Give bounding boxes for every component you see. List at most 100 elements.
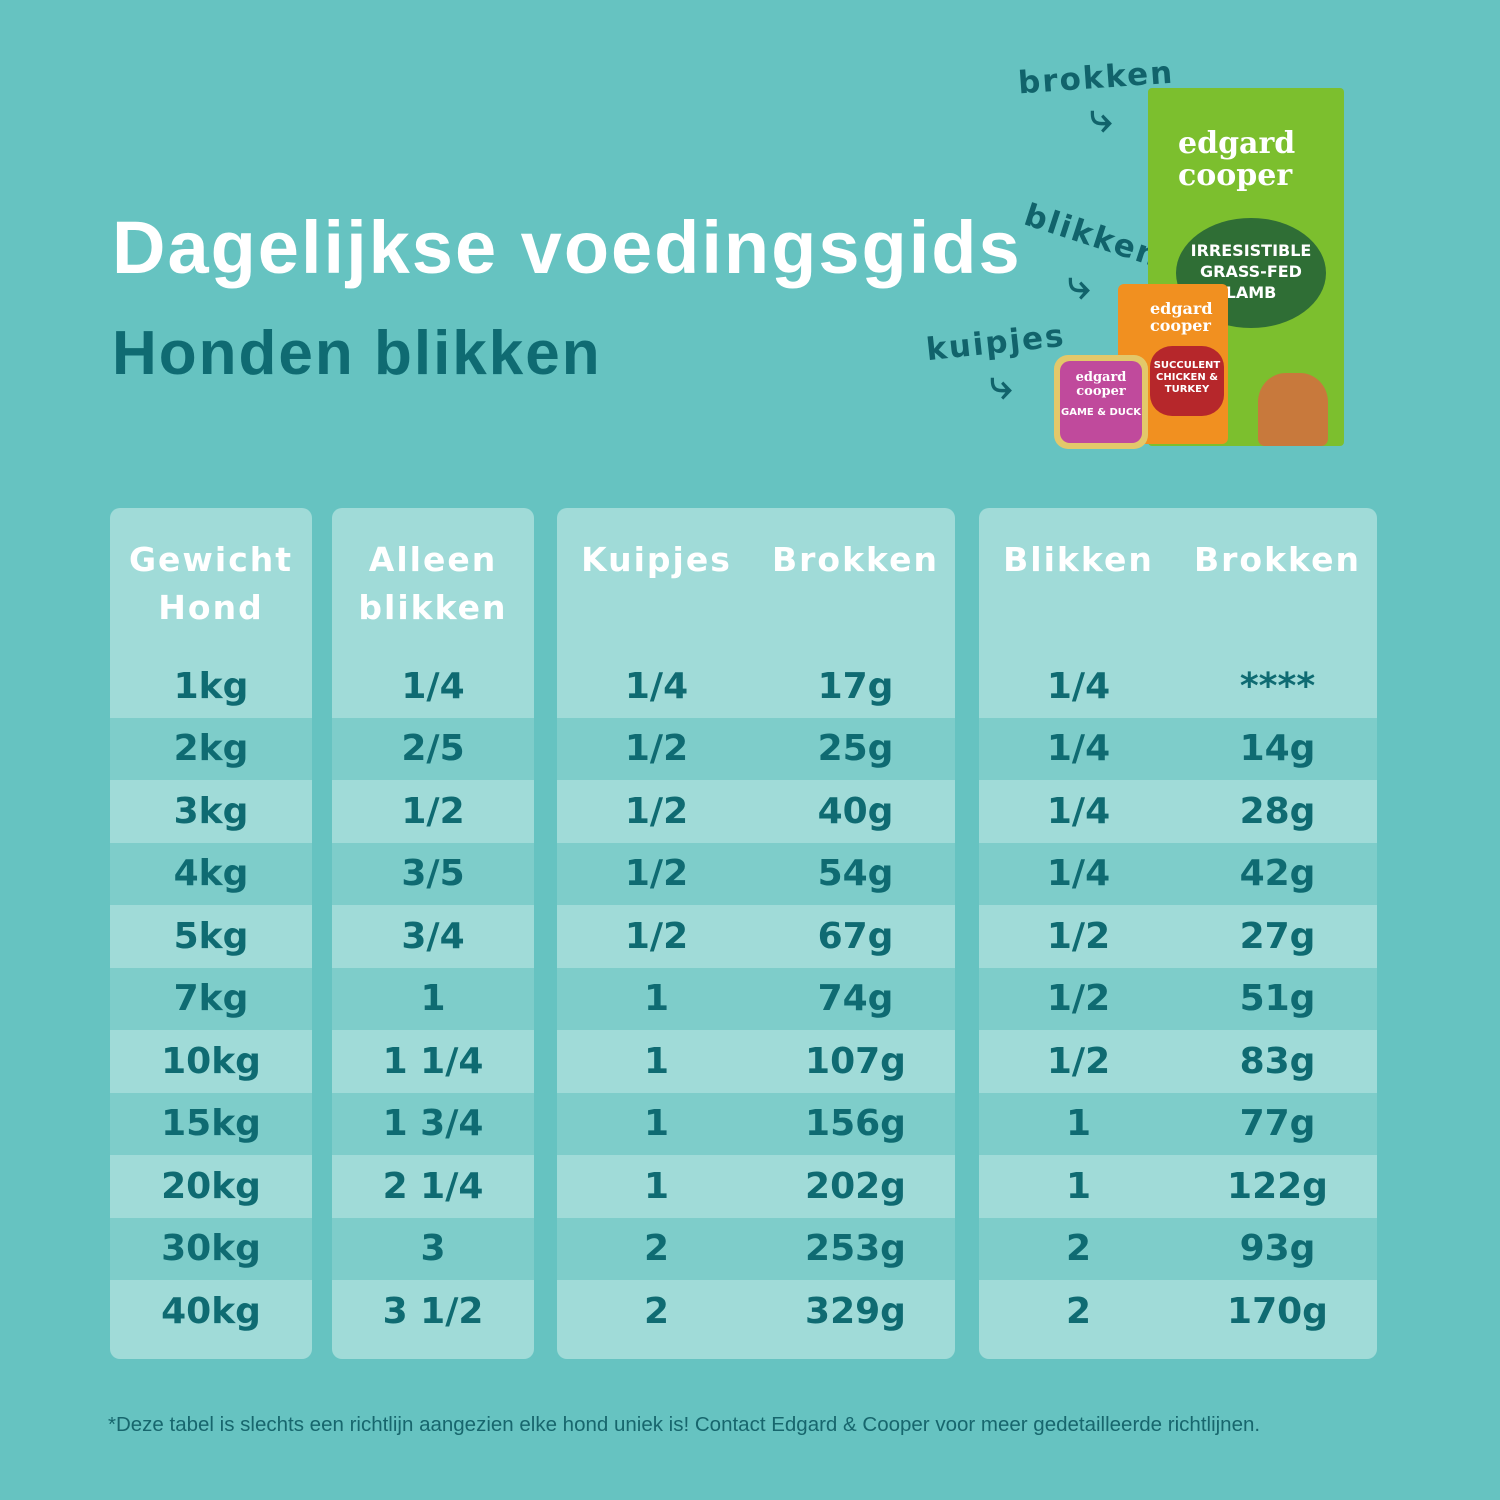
table-row: 30kg: [110, 1217, 312, 1280]
table-cell: 2/5: [401, 728, 465, 770]
table-cell: 3/5: [401, 853, 465, 895]
table-row: 1 74g: [557, 967, 955, 1030]
table-row: 1/2 25g: [557, 717, 955, 780]
table-row: 1/4: [332, 655, 534, 718]
table-cell: 1/4: [1046, 665, 1111, 707]
table-cell: 20kg: [161, 1165, 261, 1207]
table-cell: 30kg: [161, 1228, 261, 1270]
table-row: 3/5: [332, 842, 534, 905]
table-row: 1 77g: [979, 1092, 1377, 1155]
card-only-cans: Alleen blikken 1/4 2/5 1/2 3/5 3/4 1 1 1/4 1 3/4…: [332, 508, 534, 1359]
table-row: 3kg: [110, 780, 312, 843]
table-cell: 1/2: [1046, 978, 1111, 1020]
table-cell: 40g: [817, 790, 894, 832]
table-cell: 202g: [805, 1165, 906, 1207]
table-cell: 107g: [805, 1040, 906, 1082]
table-header: Blikken Brokken: [979, 508, 1377, 655]
table-cell: 51g: [1239, 978, 1316, 1020]
card-weight: Gewicht Hond 1kg 2kg 3kg 4kg 5kg 7kg 10kg 15kg 20…: [110, 508, 312, 1359]
table-cell: 1 1/4: [382, 1040, 484, 1082]
page-subtitle: Honden blikken: [112, 319, 602, 388]
table-header: Kuipjes Brokken: [557, 508, 955, 655]
table-cell: 1/4: [401, 665, 465, 707]
table-cell: 1/2: [624, 790, 689, 832]
table-row: 2 329g: [557, 1280, 955, 1343]
table-row: 40kg: [110, 1280, 312, 1343]
can-flavor: SUCCULENT CHICKEN & TURKEY: [1150, 346, 1224, 416]
table-cell: 3 1/2: [382, 1290, 484, 1332]
column-header: Gewicht Hond: [128, 540, 294, 627]
table-cell: 77g: [1239, 1103, 1316, 1145]
table-row: 3 1/2: [332, 1280, 534, 1343]
table-cell: 1/2: [624, 853, 689, 895]
table-row: 1/4 28g: [979, 780, 1377, 843]
table-row: 1 107g: [557, 1030, 955, 1093]
column-header: Blikken: [1003, 540, 1154, 579]
table-cell: 14g: [1239, 728, 1316, 770]
table-cell: 1: [643, 1040, 670, 1082]
table-cell: 1: [1065, 1103, 1092, 1145]
table-header: Gewicht Hond: [110, 508, 312, 655]
table-cell: 1 3/4: [382, 1103, 484, 1145]
table-cell: 1/4: [624, 665, 689, 707]
table-cell: 2kg: [173, 728, 249, 770]
table-row: 1 122g: [979, 1155, 1377, 1218]
table-row: 1/4 ****: [979, 655, 1377, 718]
table-cell: 5kg: [173, 915, 249, 957]
tray-brand: edgard cooper: [1075, 370, 1127, 399]
table-header: Alleen blikken: [332, 508, 534, 655]
label-blikken: blikken: [1019, 197, 1166, 275]
arrow-icon: ⤷: [990, 362, 1013, 408]
table-row: 1/2 83g: [979, 1030, 1377, 1093]
table-cell: 122g: [1227, 1165, 1328, 1207]
table-row: 1/2 27g: [979, 905, 1377, 968]
dog-illustration: [1258, 373, 1328, 446]
table-row: 1/4 42g: [979, 842, 1377, 905]
table-cell: 15kg: [161, 1103, 261, 1145]
table-cell: 1: [1065, 1165, 1092, 1207]
table-row: 2 170g: [979, 1280, 1377, 1343]
table-cell: 3: [420, 1228, 446, 1270]
tray-flavor: GAME & DUCK: [1061, 407, 1141, 418]
table-row: 1/4 17g: [557, 655, 955, 718]
table-cell: 74g: [817, 978, 894, 1020]
table-row: 2 93g: [979, 1217, 1377, 1280]
table-row: 15kg: [110, 1092, 312, 1155]
label-kuipjes: kuipjes: [924, 317, 1068, 369]
table-cell: 27g: [1239, 915, 1316, 957]
column-header: Brokken: [772, 540, 939, 579]
table-row: 1/2 67g: [557, 905, 955, 968]
footnote: *Deze tabel is slechts een richtlijn aan…: [108, 1413, 1261, 1436]
table-row: 1 202g: [557, 1155, 955, 1218]
table-cell: 1: [643, 1103, 670, 1145]
product-tray-image: edgard cooper GAME & DUCK: [1054, 355, 1148, 449]
column-header: Kuipjes: [581, 540, 732, 579]
table-cell: 1/4: [1046, 728, 1111, 770]
table-cell: 10kg: [161, 1040, 261, 1082]
table-row: 20kg: [110, 1155, 312, 1218]
table-cell: 4kg: [173, 853, 249, 895]
table-row: 5kg: [110, 905, 312, 968]
table-cell: 1/2: [624, 728, 689, 770]
table-cell: 28g: [1239, 790, 1316, 832]
table-row: 1/2 51g: [979, 967, 1377, 1030]
table-row: 1/2 40g: [557, 780, 955, 843]
table-cell: 54g: [817, 853, 894, 895]
can-brand: edgard cooper: [1150, 299, 1213, 335]
table-cell: 1/2: [1046, 915, 1111, 957]
table-row: 1: [332, 967, 534, 1030]
table-cell: 2: [1065, 1290, 1092, 1332]
table-row: 1/4 14g: [979, 717, 1377, 780]
table-cell: 156g: [805, 1103, 906, 1145]
column-header: Brokken: [1194, 540, 1361, 579]
bag-flavor: IRRESISTIBLE GRASS-FED LAMB: [1190, 241, 1312, 302]
table-cell: 3/4: [401, 915, 465, 957]
table-cell: 1: [420, 978, 446, 1020]
table-cell: 67g: [817, 915, 894, 957]
table-cell: ****: [1239, 665, 1316, 707]
table-cell: 2: [643, 1228, 670, 1270]
table-cell: 1kg: [173, 665, 249, 707]
table-cell: 83g: [1239, 1040, 1316, 1082]
table-cell: 253g: [805, 1228, 906, 1270]
table-cell: 1/2: [401, 790, 465, 832]
